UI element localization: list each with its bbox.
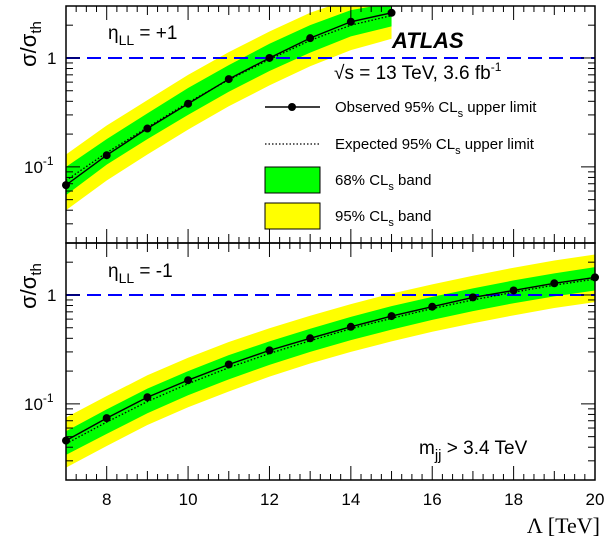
x-axis: 8 10 12 14 16 18 20 (102, 490, 605, 509)
legend-label-tail: upper limit (463, 99, 537, 116)
x-tick-label: 16 (423, 490, 442, 509)
legend-swatch-band95 (264, 202, 321, 230)
top-observed-point (306, 34, 315, 43)
mass-cut-annotation: mjj > 3.4 TeV (419, 438, 528, 464)
x-tick-label: 10 (179, 490, 198, 509)
bottom-y-tick-label: 1 (47, 286, 56, 305)
energy-lumi-label: √s = 13 TeV, 3.6 fb-1 (334, 60, 502, 84)
legend-label-tail: upper limit (461, 136, 535, 153)
bottom-observed-point (550, 279, 559, 288)
legend-label-base: 95% CL (335, 208, 388, 225)
experiment-label: ATLAS (391, 28, 464, 53)
legend-label-sub: s (388, 181, 394, 193)
bottom-series-group (66, 254, 595, 468)
x-tick-label: 18 (504, 490, 523, 509)
top-observed-point (224, 75, 233, 84)
top-y-tick-base: 10 (24, 158, 43, 177)
legend-label-sub: s (455, 145, 461, 157)
bottom-y-axis-title: σ/σth (16, 263, 45, 309)
top-observed-point (143, 124, 152, 133)
legend-label-band95: 95% CLs band (335, 208, 431, 229)
x-tick-label: 20 (586, 490, 605, 509)
top-plot-area (62, 6, 595, 211)
bottom-y-tick-base: 1 (47, 286, 56, 305)
legend-label-tail: band (394, 172, 432, 189)
bottom-y-tick-base: 10 (24, 395, 43, 414)
top-band-68 (66, 6, 392, 196)
bottom-observed-point (428, 302, 437, 311)
x-tick-label: 14 (341, 490, 360, 509)
legend-label-base: Expected 95% CL (335, 136, 455, 153)
legend-item-observed: Observed 95% CLs upper limit (265, 99, 537, 120)
bottom-eta-annotation: ηLL = -1 (108, 261, 173, 286)
bottom-y-tick-label: 10-1 (24, 391, 54, 414)
legend-label-observed: Observed 95% CLs upper limit (335, 99, 537, 120)
legend-item-band68: 68% CLs band (264, 166, 431, 194)
top-y-tick-base: 1 (47, 49, 56, 68)
top-observed-point (346, 17, 355, 26)
top-y-tick-label: 1 (47, 49, 56, 68)
legend-label-sub: s (388, 217, 394, 229)
top-y-tick-label: 10-1 (24, 154, 54, 177)
legend-label-base: 68% CL (335, 172, 388, 189)
top-y-tick-exp: -1 (43, 154, 54, 168)
bottom-y-tick-exp: -1 (43, 391, 54, 405)
top-observed-point (265, 53, 274, 62)
bottom-observed-point (346, 322, 355, 331)
bottom-y-axis: 1 10-1 (24, 242, 596, 481)
legend-label-sub: s (458, 108, 464, 120)
legend-label-expected: Expected 95% CLs upper limit (335, 136, 535, 157)
bottom-panel: 110-1 8 10 12 14 16 18 20 σ/σth ηLL = -1 mjj >… (16, 242, 605, 538)
bottom-observed-point (102, 414, 111, 423)
legend-item-expected: Expected 95% CLs upper limit (265, 136, 535, 157)
top-panel: 1 10-1 σ/σth ηLL = +1 ATLAS √s = 13 TeV, … (16, 5, 596, 244)
bottom-observed-point (143, 393, 152, 402)
top-eta-annotation: ηLL = +1 (108, 23, 177, 48)
bottom-observed-point (306, 334, 315, 343)
bottom-expected-line (66, 278, 595, 445)
bottom-observed-point (509, 286, 518, 295)
top-observed-point (102, 151, 111, 160)
bottom-observed-line (66, 276, 595, 442)
bottom-observed-point (224, 360, 233, 369)
bottom-observed-point (387, 312, 396, 321)
x-tick-label: 8 (102, 490, 111, 509)
legend-label-base: Observed 95% CL (335, 99, 458, 116)
x-tick-label: 12 (260, 490, 279, 509)
bottom-observed-point (265, 346, 274, 355)
bottom-observed-point (468, 293, 477, 302)
legend-swatch-band68 (264, 166, 321, 194)
bottom-observed-point (184, 376, 193, 385)
x-axis-title: Λ [TeV] (527, 513, 600, 538)
legend-label-band68: 68% CLs band (335, 172, 431, 193)
top-observed-point (184, 99, 193, 108)
legend-item-band95: 95% CLs band (264, 202, 431, 230)
top-y-axis-title: σ/σth (16, 21, 45, 67)
legend-label-tail: band (394, 208, 432, 225)
bottom-plot-area (62, 254, 599, 468)
top-y-axis: 1 10-1 (24, 5, 596, 244)
legend-observed-marker (288, 103, 296, 111)
